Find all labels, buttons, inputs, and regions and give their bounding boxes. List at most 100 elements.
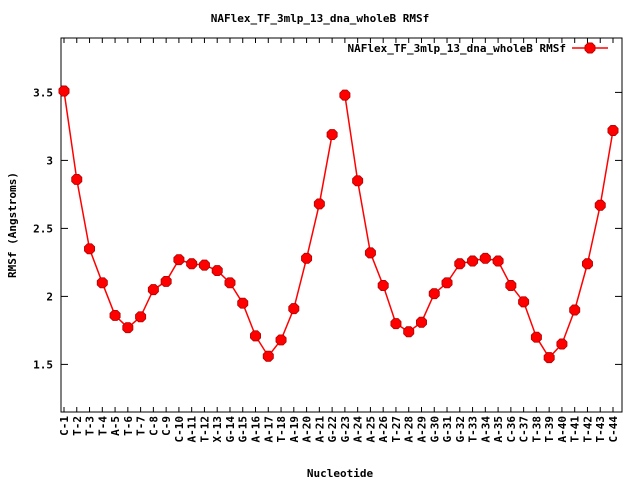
data-point	[479, 252, 491, 264]
legend: NAFlex_TF_3mlp_13_dna_wholeB RMSf	[347, 42, 608, 55]
x-axis: C-1 T-2 T-3 T-4 A-5 T-6 T-7 C-8 C-9 C-10 A-11 T-12 X…	[58, 38, 620, 443]
x-tick-label: G-23	[339, 416, 352, 443]
data-point	[339, 89, 351, 101]
x-tick-label: G-32	[454, 416, 467, 443]
data-point	[518, 296, 530, 308]
data-point	[96, 277, 108, 289]
data-point	[505, 280, 517, 292]
series-line	[344, 95, 614, 359]
x-tick-label: C-10	[173, 416, 186, 443]
x-tick-label: T-33	[467, 416, 480, 443]
x-tick-label: A-21	[313, 416, 326, 443]
data-point	[301, 252, 313, 264]
plot-border	[60, 37, 623, 413]
data-point	[492, 255, 504, 267]
data-point	[186, 258, 198, 270]
plot-frame	[60, 37, 623, 413]
data-point	[556, 338, 568, 350]
x-tick-label: T-38	[530, 416, 543, 443]
data-point	[530, 331, 542, 343]
data-point	[403, 326, 415, 338]
data-point	[147, 284, 159, 296]
data-point	[467, 255, 479, 267]
data-point	[160, 275, 172, 287]
x-tick-label: A-25	[364, 416, 377, 443]
data-point	[71, 173, 83, 185]
x-tick-label: A-40	[556, 416, 569, 443]
y-tick-label: 3	[46, 154, 53, 167]
data-point	[352, 175, 364, 187]
x-tick-label: T-43	[594, 416, 607, 443]
data-point	[109, 309, 121, 321]
data-point	[84, 243, 96, 255]
x-tick-label: G-14	[224, 416, 237, 443]
x-tick-label: T-3	[84, 416, 97, 436]
data-point	[313, 198, 325, 210]
x-tick-label: A-19	[288, 416, 301, 443]
x-tick-label: A-35	[492, 416, 505, 443]
x-tick-label: T-7	[135, 416, 148, 436]
x-tick-label: T-27	[390, 416, 403, 443]
data-point	[275, 334, 287, 346]
y-tick-label: 2	[46, 290, 53, 303]
x-tick-label: T-6	[122, 416, 135, 436]
data-point	[326, 129, 338, 141]
data-point	[607, 125, 619, 136]
x-tick-label: C-36	[505, 416, 518, 443]
x-tick-label: T-39	[543, 416, 556, 443]
data-point	[237, 297, 249, 309]
x-tick-label: C-37	[518, 416, 531, 443]
x-tick-label: T-18	[275, 416, 288, 443]
x-tick-label: T-4	[96, 416, 109, 436]
x-tick-label: A-26	[377, 416, 390, 443]
series-line	[63, 90, 333, 358]
y-axis-label: RMSf (Angstroms)	[6, 172, 19, 278]
x-tick-label: T-42	[581, 416, 594, 443]
data-point	[262, 350, 274, 362]
x-tick-label: A-29	[415, 416, 428, 443]
y-tick-label: 1.5	[33, 358, 53, 371]
data-point	[364, 247, 376, 259]
series-layer	[58, 85, 619, 364]
x-tick-label: C-9	[160, 416, 173, 436]
x-tick-label: X-13	[211, 416, 224, 443]
data-point	[211, 265, 223, 277]
x-tick-label: C-44	[607, 416, 620, 443]
data-point	[428, 288, 440, 300]
legend-marker	[584, 42, 596, 54]
data-point	[224, 277, 236, 289]
x-tick-label: C-1	[58, 416, 71, 436]
x-tick-label: T-12	[198, 416, 211, 443]
x-tick-label: G-30	[428, 416, 441, 443]
data-point	[569, 304, 581, 316]
x-tick-label: A-5	[109, 416, 122, 436]
data-point	[594, 199, 606, 211]
data-point	[198, 259, 210, 271]
x-tick-label: A-20	[301, 416, 314, 443]
x-tick-label: G-15	[237, 416, 250, 443]
data-point	[58, 85, 70, 97]
x-axis-label: Nucleotide	[307, 467, 374, 480]
legend-label: NAFlex_TF_3mlp_13_dna_wholeB RMSf	[347, 42, 566, 55]
x-tick-label: T-41	[569, 416, 582, 443]
x-tick-label: C-8	[147, 416, 160, 436]
x-tick-label: A-17	[262, 416, 275, 443]
y-tick-label: 2.5	[33, 222, 53, 235]
chart-title: NAFlex_TF_3mlp_13_dna_wholeB RMSf	[211, 12, 430, 25]
data-point	[122, 322, 134, 334]
x-tick-label: T-2	[71, 416, 84, 436]
data-point	[543, 352, 555, 364]
x-tick-label: A-11	[186, 416, 199, 443]
data-point	[390, 318, 402, 330]
data-point	[250, 330, 261, 342]
x-tick-label: A-28	[403, 416, 416, 443]
x-tick-label: A-34	[479, 416, 492, 443]
data-point	[581, 258, 593, 270]
x-tick-label: A-16	[250, 416, 263, 443]
x-tick-label: G-31	[441, 416, 454, 443]
data-point	[416, 316, 427, 328]
data-point	[173, 254, 185, 266]
data-point	[135, 311, 147, 323]
